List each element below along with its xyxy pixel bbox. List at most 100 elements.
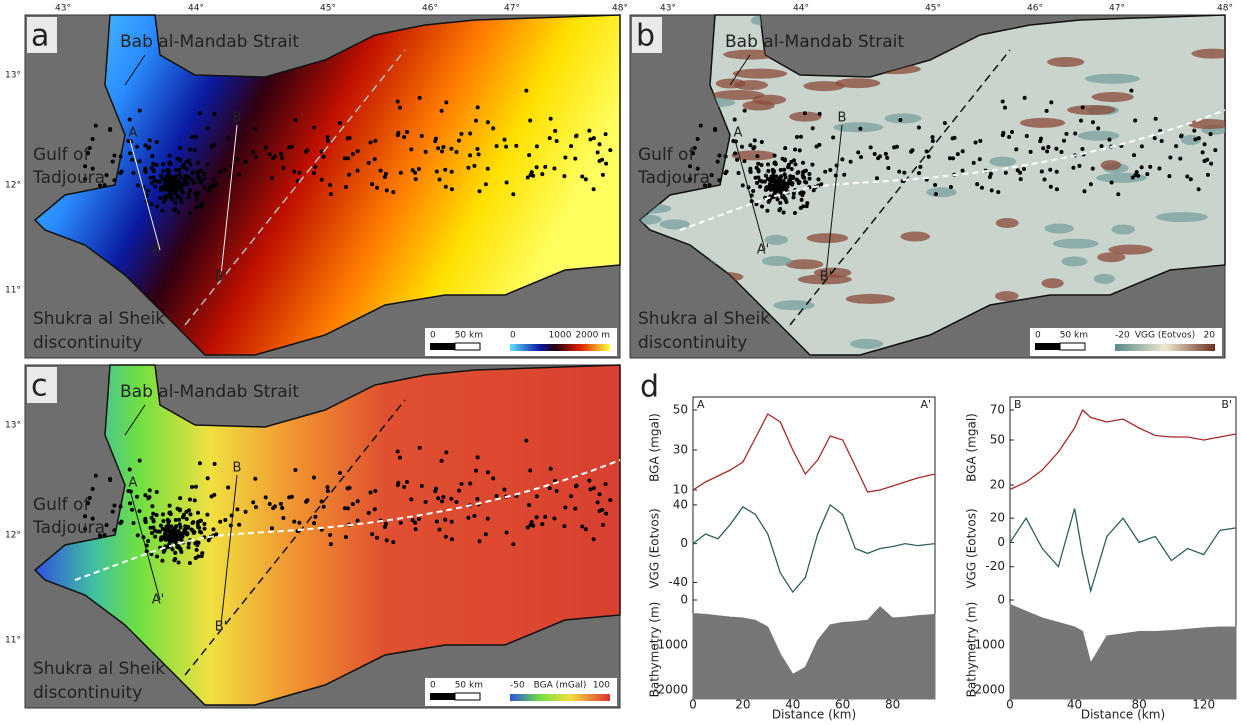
earthquake — [98, 183, 103, 188]
earthquake — [731, 138, 736, 143]
x-tick-label: 0 — [689, 698, 697, 712]
earthquake — [191, 180, 196, 185]
earthquake — [187, 497, 192, 502]
earthquake — [933, 192, 938, 197]
y-tick-label: -1000 — [653, 638, 688, 652]
earthquake — [202, 526, 207, 531]
earthquake — [766, 169, 771, 174]
bathymetry-area — [692, 606, 936, 700]
earthquake — [87, 145, 92, 150]
earthquake — [378, 168, 383, 173]
earthquake — [494, 144, 499, 149]
earthquake — [168, 530, 173, 535]
earthquake — [525, 525, 530, 530]
earthquake — [263, 495, 268, 500]
earthquake — [319, 177, 324, 182]
earthquake — [355, 518, 360, 523]
vgg-anomaly — [1061, 256, 1088, 267]
earthquake — [128, 151, 133, 156]
earthquake — [466, 165, 471, 170]
earthquake — [311, 125, 316, 130]
earthquake — [172, 558, 177, 563]
map-panel: A A' B B' b Bab al-Mandab Strait Gulf of Tadjou… — [629, 4, 1233, 359]
profile-endpoint: A — [129, 476, 138, 491]
earthquake — [733, 151, 738, 156]
earthquake — [1059, 150, 1064, 155]
earthquake — [197, 461, 202, 466]
earthquake — [185, 526, 190, 531]
earthquake — [1129, 88, 1134, 93]
earthquake — [175, 506, 180, 511]
earthquake — [83, 176, 88, 181]
earthquake — [321, 154, 326, 159]
earthquake — [595, 500, 600, 505]
earthquake — [474, 118, 479, 123]
earthquake — [960, 168, 965, 173]
earthquake — [434, 519, 439, 524]
earthquake — [161, 169, 166, 174]
earthquake — [398, 520, 403, 525]
earthquake — [223, 167, 228, 172]
earthquake — [196, 160, 201, 165]
earthquake — [703, 183, 708, 188]
vgg-anomaly — [845, 293, 895, 304]
earthquake — [799, 190, 804, 195]
vgg-anomaly — [1091, 91, 1134, 102]
earthquake — [155, 204, 160, 209]
earthquake — [1003, 170, 1008, 175]
earthquake — [181, 164, 186, 169]
earthquake — [182, 531, 187, 536]
earthquake — [1018, 177, 1023, 182]
earthquake — [174, 524, 179, 529]
earthquake — [468, 481, 473, 486]
earthquake — [199, 204, 204, 209]
earthquake — [776, 177, 781, 182]
earthquake — [154, 140, 159, 145]
earthquake — [886, 165, 891, 170]
earthquake — [772, 160, 777, 165]
earthquake — [977, 157, 982, 162]
earthquake — [779, 174, 784, 179]
leader — [124, 404, 146, 436]
earthquake — [173, 167, 178, 172]
earthquake — [167, 160, 172, 165]
earthquake — [171, 177, 176, 182]
vgg-anomaly — [900, 231, 931, 242]
earthquake — [1048, 167, 1053, 172]
y-axis-label: BGA (mgal) — [648, 413, 662, 482]
earthquake — [772, 185, 777, 190]
earthquake — [417, 445, 422, 450]
y-tick-label: -1000 — [970, 638, 1005, 652]
earthquake — [328, 192, 333, 197]
earthquake — [293, 467, 298, 472]
earthquake — [102, 533, 107, 538]
earthquake — [355, 499, 360, 504]
earthquake — [1079, 118, 1084, 123]
earthquake — [281, 165, 286, 170]
earthquake — [188, 512, 193, 517]
earthquake — [732, 117, 737, 122]
earthquake — [135, 494, 140, 499]
earthquake — [766, 162, 771, 167]
earthquake — [413, 177, 418, 182]
earthquake — [603, 132, 608, 137]
vgg-anomaly — [1111, 224, 1135, 235]
earthquake — [166, 177, 171, 182]
earthquake — [163, 187, 168, 192]
longitude-label: 47° — [1109, 4, 1125, 14]
earthquake — [191, 530, 196, 535]
earthquake — [724, 169, 729, 174]
colorbar-label: 2000 m — [575, 331, 610, 341]
scale-label: 0 — [1035, 331, 1041, 341]
earthquake — [787, 181, 792, 186]
earthquake — [717, 178, 722, 183]
earthquake — [181, 514, 186, 519]
earthquake — [502, 137, 507, 142]
earthquake — [143, 493, 148, 498]
earthquake — [212, 111, 217, 116]
earthquake — [802, 179, 807, 184]
earthquake — [161, 519, 166, 524]
vgg-anomaly — [850, 338, 884, 349]
earthquake — [186, 195, 191, 200]
